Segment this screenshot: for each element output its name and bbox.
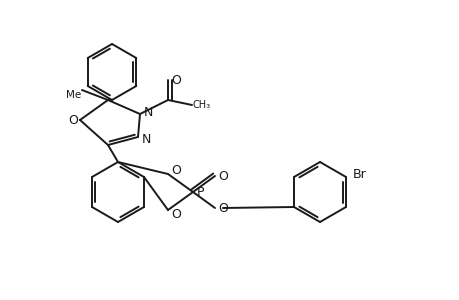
Text: P: P: [197, 185, 204, 199]
Text: O: O: [218, 169, 228, 182]
Text: CH₃: CH₃: [192, 100, 211, 110]
Text: Me: Me: [66, 90, 81, 100]
Text: Br: Br: [353, 169, 366, 182]
Text: O: O: [218, 202, 228, 214]
Text: N: N: [143, 106, 152, 118]
Text: O: O: [171, 74, 180, 86]
Text: O: O: [171, 164, 180, 176]
Text: N: N: [141, 133, 151, 146]
Text: O: O: [171, 208, 180, 220]
Text: O: O: [68, 113, 78, 127]
